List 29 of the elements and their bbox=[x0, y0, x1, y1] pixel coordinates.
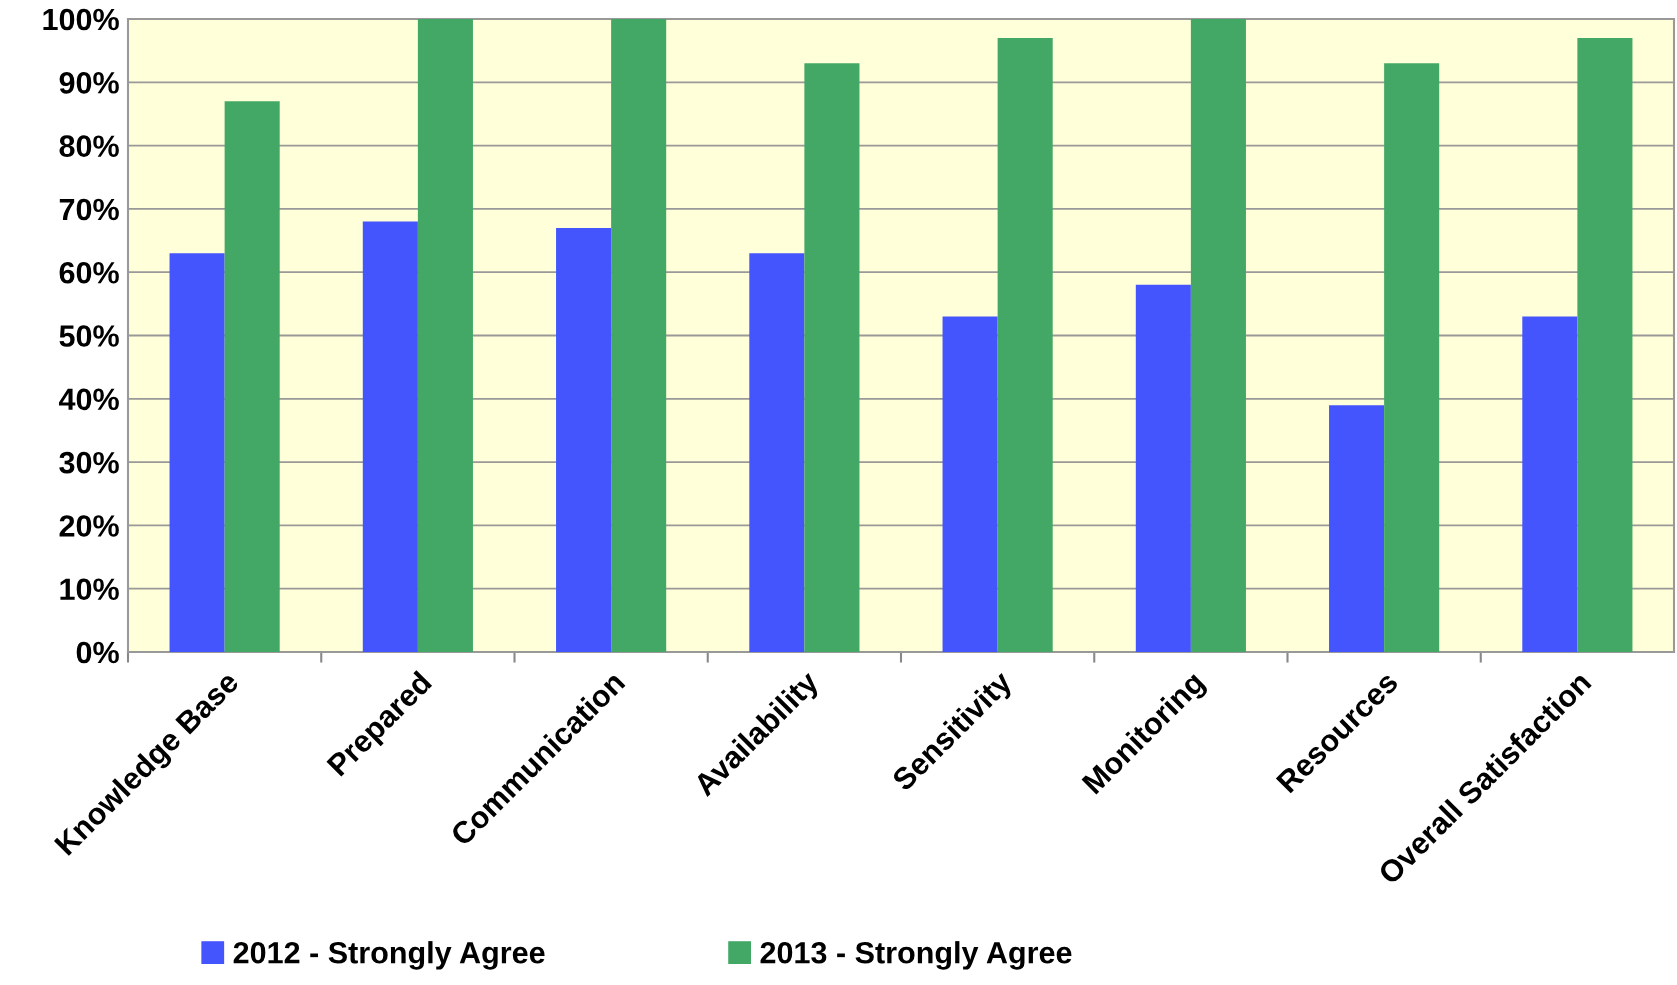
bar bbox=[1190, 19, 1246, 652]
y-tick-label: 50% bbox=[59, 325, 119, 347]
bar bbox=[1329, 405, 1385, 652]
bar bbox=[362, 221, 418, 652]
bar bbox=[224, 101, 280, 652]
legend-label: 2012 - Strongly Agree bbox=[233, 941, 545, 970]
y-tick-label: 70% bbox=[59, 198, 119, 221]
bar bbox=[417, 19, 473, 652]
y-tick-label: 30% bbox=[59, 451, 119, 474]
bar bbox=[1135, 284, 1191, 652]
bar bbox=[1522, 316, 1578, 652]
legend-label: 2013 - Strongly Agree bbox=[760, 941, 1072, 970]
bar bbox=[997, 37, 1053, 652]
y-tick-label: 10% bbox=[60, 578, 119, 601]
bar bbox=[1577, 37, 1633, 652]
bar bbox=[611, 19, 667, 652]
y-tick-label: 90% bbox=[59, 72, 119, 94]
y-tick-label: 80% bbox=[59, 135, 119, 157]
bar bbox=[1384, 63, 1440, 652]
y-tick-label: 60% bbox=[59, 261, 119, 284]
bar bbox=[169, 253, 225, 652]
y-tick-label: 0% bbox=[76, 641, 119, 664]
bar bbox=[749, 253, 805, 652]
bar bbox=[804, 63, 860, 652]
bar bbox=[942, 316, 998, 652]
y-tick-label: 40% bbox=[58, 388, 119, 411]
bar bbox=[556, 227, 612, 652]
y-tick-label: 20% bbox=[59, 515, 119, 537]
y-tick-label: 100% bbox=[43, 8, 119, 31]
